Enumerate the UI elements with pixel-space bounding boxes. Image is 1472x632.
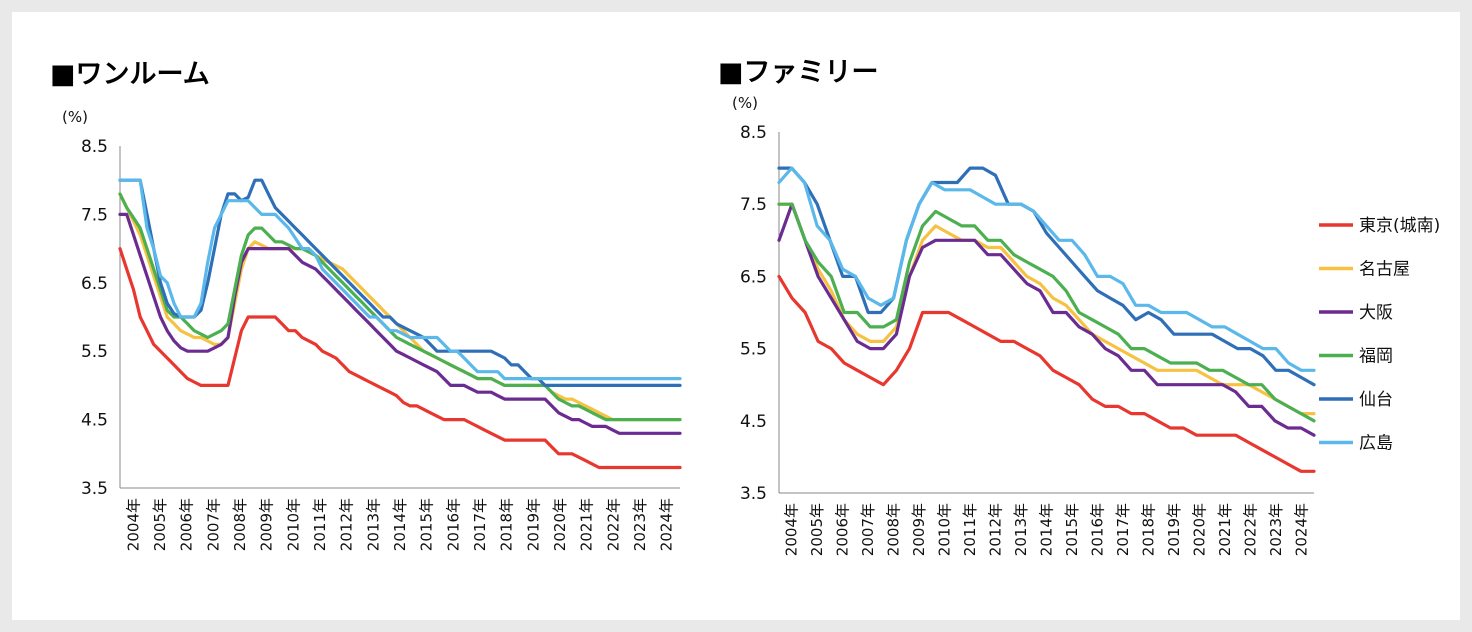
x-tick-label: 2013年 xyxy=(1012,503,1030,556)
y-tick-label: 5.5 xyxy=(81,342,108,362)
series-line-5 xyxy=(777,166,1316,372)
x-tick-label: 2008年 xyxy=(231,498,249,551)
y-tick-label: 7.5 xyxy=(740,195,767,215)
chart-title-one-room: ■ワンルーム xyxy=(50,59,210,90)
x-tick-label: 2007年 xyxy=(204,498,222,551)
x-tick-label: 2013年 xyxy=(364,498,382,551)
x-tick-label: 2011年 xyxy=(311,498,329,551)
x-tick-label: 2006年 xyxy=(178,498,196,551)
x-tick-label: 2018年 xyxy=(498,498,516,551)
y-tick-label: 8.5 xyxy=(81,137,108,157)
x-tick-label: 2012年 xyxy=(987,503,1005,556)
series-line-5 xyxy=(118,178,682,381)
y-tick-label: 8.5 xyxy=(740,123,767,143)
series-line-1 xyxy=(777,202,1316,416)
y-tick-label: 3.5 xyxy=(740,484,767,504)
x-tick-label: 2004年 xyxy=(783,503,801,556)
y-tick-label: 6.5 xyxy=(740,267,767,287)
x-tick-label: 2008年 xyxy=(885,503,903,556)
chart-one-room: (%) 8.5 7.5 6.5 5.5 4.5 3.5 2004年 2005年 2006年 2007… xyxy=(62,108,682,551)
legend-label-1: 名古屋 xyxy=(1359,260,1410,280)
legend-label-3: 福岡 xyxy=(1359,347,1393,367)
legend-label-4: 仙台 xyxy=(1359,390,1393,410)
x-tick-label: 2017年 xyxy=(471,498,489,551)
x-tick-label: 2009年 xyxy=(910,503,928,556)
y-unit-label: (%) xyxy=(732,94,758,112)
figure-card: ■ワンルーム ■ファミリー (%) 8.5 7.5 6.5 5.5 4.5 3.5 2004年… xyxy=(12,12,1460,620)
x-tick-label: 2022年 xyxy=(1241,503,1259,556)
series-line-3 xyxy=(118,192,682,422)
x-tick-label: 2007年 xyxy=(859,503,877,556)
series-line-3 xyxy=(777,202,1316,423)
series-line-0 xyxy=(118,247,682,470)
x-tick-label: 2018年 xyxy=(1139,503,1157,556)
x-tick-label: 2019年 xyxy=(1165,503,1183,556)
x-tick-label: 2015年 xyxy=(1063,503,1081,556)
x-tick-label: 2009年 xyxy=(258,498,276,551)
series-line-2 xyxy=(118,212,682,435)
chart-title-family: ■ファミリー xyxy=(718,57,879,88)
x-tick-label: 2015年 xyxy=(418,498,436,551)
x-tick-label: 2024年 xyxy=(658,498,676,551)
x-tick-label: 2023年 xyxy=(1267,503,1285,556)
x-tick-label: 2016年 xyxy=(1088,503,1106,556)
x-tick-label: 2012年 xyxy=(338,498,356,551)
x-tick-label: 2020年 xyxy=(1190,503,1208,556)
legend-label-2: 大阪 xyxy=(1359,303,1393,323)
x-tick-label: 2023年 xyxy=(631,498,649,551)
x-tick-label: 2019年 xyxy=(524,498,542,551)
x-tick-label: 2005年 xyxy=(151,498,169,551)
series-line-4 xyxy=(777,166,1316,387)
series-line-4 xyxy=(118,178,682,387)
series-line-0 xyxy=(777,274,1316,473)
x-tick-label: 2004年 xyxy=(124,498,142,551)
x-tick-label: 2021年 xyxy=(578,498,596,551)
x-tick-label: 2014年 xyxy=(1038,503,1056,556)
x-tick-label: 2021年 xyxy=(1216,503,1234,556)
chart-family: (%) 8.5 7.5 6.5 5.5 4.5 3.5 2004年 2005年 2006年 2007… xyxy=(732,94,1440,556)
legend-label-5: 広島 xyxy=(1359,434,1393,454)
y-tick-label: 4.5 xyxy=(81,411,108,431)
x-tick-label: 2024年 xyxy=(1292,503,1310,556)
y-unit-label: (%) xyxy=(62,108,88,126)
x-tick-label: 2014年 xyxy=(391,498,409,551)
y-tick-label: 3.5 xyxy=(81,479,108,499)
x-tick-label: 2017年 xyxy=(1114,503,1132,556)
x-tick-label: 2006年 xyxy=(834,503,852,556)
x-tick-label: 2016年 xyxy=(444,498,462,551)
x-tick-label: 2010年 xyxy=(284,498,302,551)
x-tick-label: 2020年 xyxy=(551,498,569,551)
x-tick-label: 2005年 xyxy=(808,503,826,556)
y-tick-label: 7.5 xyxy=(81,205,108,225)
y-tick-label: 4.5 xyxy=(740,412,767,432)
series-line-2 xyxy=(777,202,1316,437)
x-tick-label: 2010年 xyxy=(936,503,954,556)
x-tick-label: 2022年 xyxy=(604,498,622,551)
y-tick-label: 6.5 xyxy=(81,274,108,294)
x-tick-label: 2011年 xyxy=(961,503,979,556)
y-tick-label: 5.5 xyxy=(740,340,767,360)
legend-label-0: 東京(城南) xyxy=(1359,216,1440,236)
